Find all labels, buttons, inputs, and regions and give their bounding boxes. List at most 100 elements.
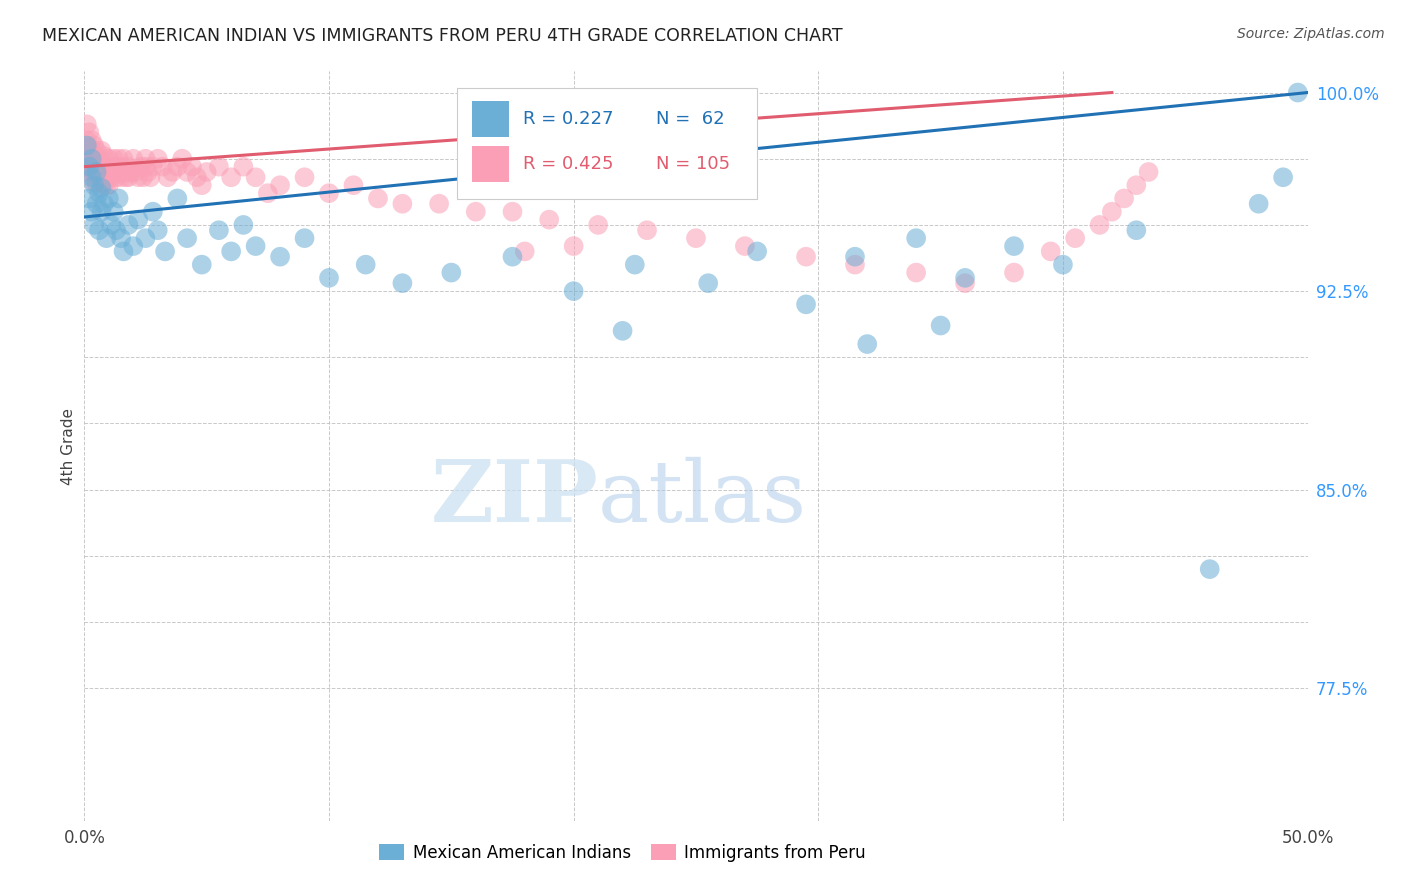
Point <box>232 218 254 232</box>
Point <box>135 160 157 174</box>
Point <box>586 218 609 232</box>
Point <box>112 244 135 259</box>
Point <box>294 170 316 185</box>
Point <box>96 160 118 174</box>
Point <box>112 152 135 166</box>
Point <box>856 337 879 351</box>
Point <box>120 165 142 179</box>
Point <box>162 165 184 179</box>
Point <box>135 152 157 166</box>
Text: R = 0.227: R = 0.227 <box>523 111 614 128</box>
Point <box>90 144 112 158</box>
Legend: Mexican American Indians, Immigrants from Peru: Mexican American Indians, Immigrants fro… <box>373 838 873 869</box>
Point <box>83 165 105 179</box>
Point <box>97 178 120 193</box>
Point <box>93 165 115 179</box>
Point <box>245 239 267 253</box>
Point <box>86 196 108 211</box>
Point <box>77 165 100 179</box>
Point <box>181 160 204 174</box>
Point <box>90 181 112 195</box>
Point <box>208 223 231 237</box>
Point <box>905 231 928 245</box>
Point <box>76 144 98 158</box>
Point <box>354 258 377 272</box>
Point <box>107 191 129 205</box>
Point <box>152 160 174 174</box>
Point <box>80 165 103 179</box>
Point <box>110 231 132 245</box>
Point <box>86 176 108 190</box>
Point <box>93 149 115 163</box>
Point <box>245 170 267 185</box>
FancyBboxPatch shape <box>457 87 758 199</box>
Point <box>391 276 413 290</box>
Point <box>76 133 98 147</box>
Point <box>156 170 179 185</box>
Text: atlas: atlas <box>598 457 807 540</box>
Point <box>502 204 524 219</box>
Point <box>100 218 122 232</box>
Point <box>794 297 817 311</box>
Point <box>80 152 103 166</box>
Point <box>76 160 98 174</box>
Point <box>83 178 105 193</box>
Point <box>153 244 176 259</box>
Point <box>142 160 165 174</box>
Point <box>80 133 103 147</box>
Point <box>107 165 129 179</box>
Point <box>734 239 756 253</box>
Point <box>440 266 463 280</box>
Point <box>112 165 135 179</box>
Point <box>86 152 108 166</box>
Point <box>96 170 118 185</box>
Point <box>1125 178 1147 193</box>
Point <box>612 324 634 338</box>
Text: R = 0.425: R = 0.425 <box>523 155 614 173</box>
Point <box>685 231 707 245</box>
Point <box>219 170 242 185</box>
Point <box>97 191 120 205</box>
Point <box>538 212 561 227</box>
Point <box>953 276 976 290</box>
Point <box>794 250 817 264</box>
Point <box>269 178 291 193</box>
Point <box>86 144 108 158</box>
Point <box>125 165 148 179</box>
Point <box>139 170 162 185</box>
Point <box>318 271 340 285</box>
Point <box>97 165 120 179</box>
Point <box>747 244 769 259</box>
Point <box>1125 223 1147 237</box>
Point <box>367 191 389 205</box>
Point <box>135 231 157 245</box>
Point <box>905 266 928 280</box>
Point <box>562 284 585 298</box>
Point <box>86 165 108 179</box>
Point <box>624 258 647 272</box>
Point <box>110 170 132 185</box>
Point <box>76 138 98 153</box>
Point <box>191 258 214 272</box>
Text: N =  62: N = 62 <box>655 111 724 128</box>
Point <box>1114 191 1136 205</box>
Point <box>80 170 103 185</box>
Text: N = 105: N = 105 <box>655 155 730 173</box>
Point <box>100 170 122 185</box>
Point <box>427 196 450 211</box>
Point <box>127 170 149 185</box>
Y-axis label: 4th Grade: 4th Grade <box>60 408 76 484</box>
Point <box>80 144 103 158</box>
Point <box>342 178 364 193</box>
Point <box>176 231 198 245</box>
Point <box>110 160 132 174</box>
Point <box>93 178 115 193</box>
Point <box>186 170 208 185</box>
Point <box>172 152 194 166</box>
Point <box>142 204 165 219</box>
Point <box>294 231 316 245</box>
Point <box>1137 165 1160 179</box>
Point <box>166 160 188 174</box>
Point <box>1039 244 1062 259</box>
Point <box>1002 239 1025 253</box>
